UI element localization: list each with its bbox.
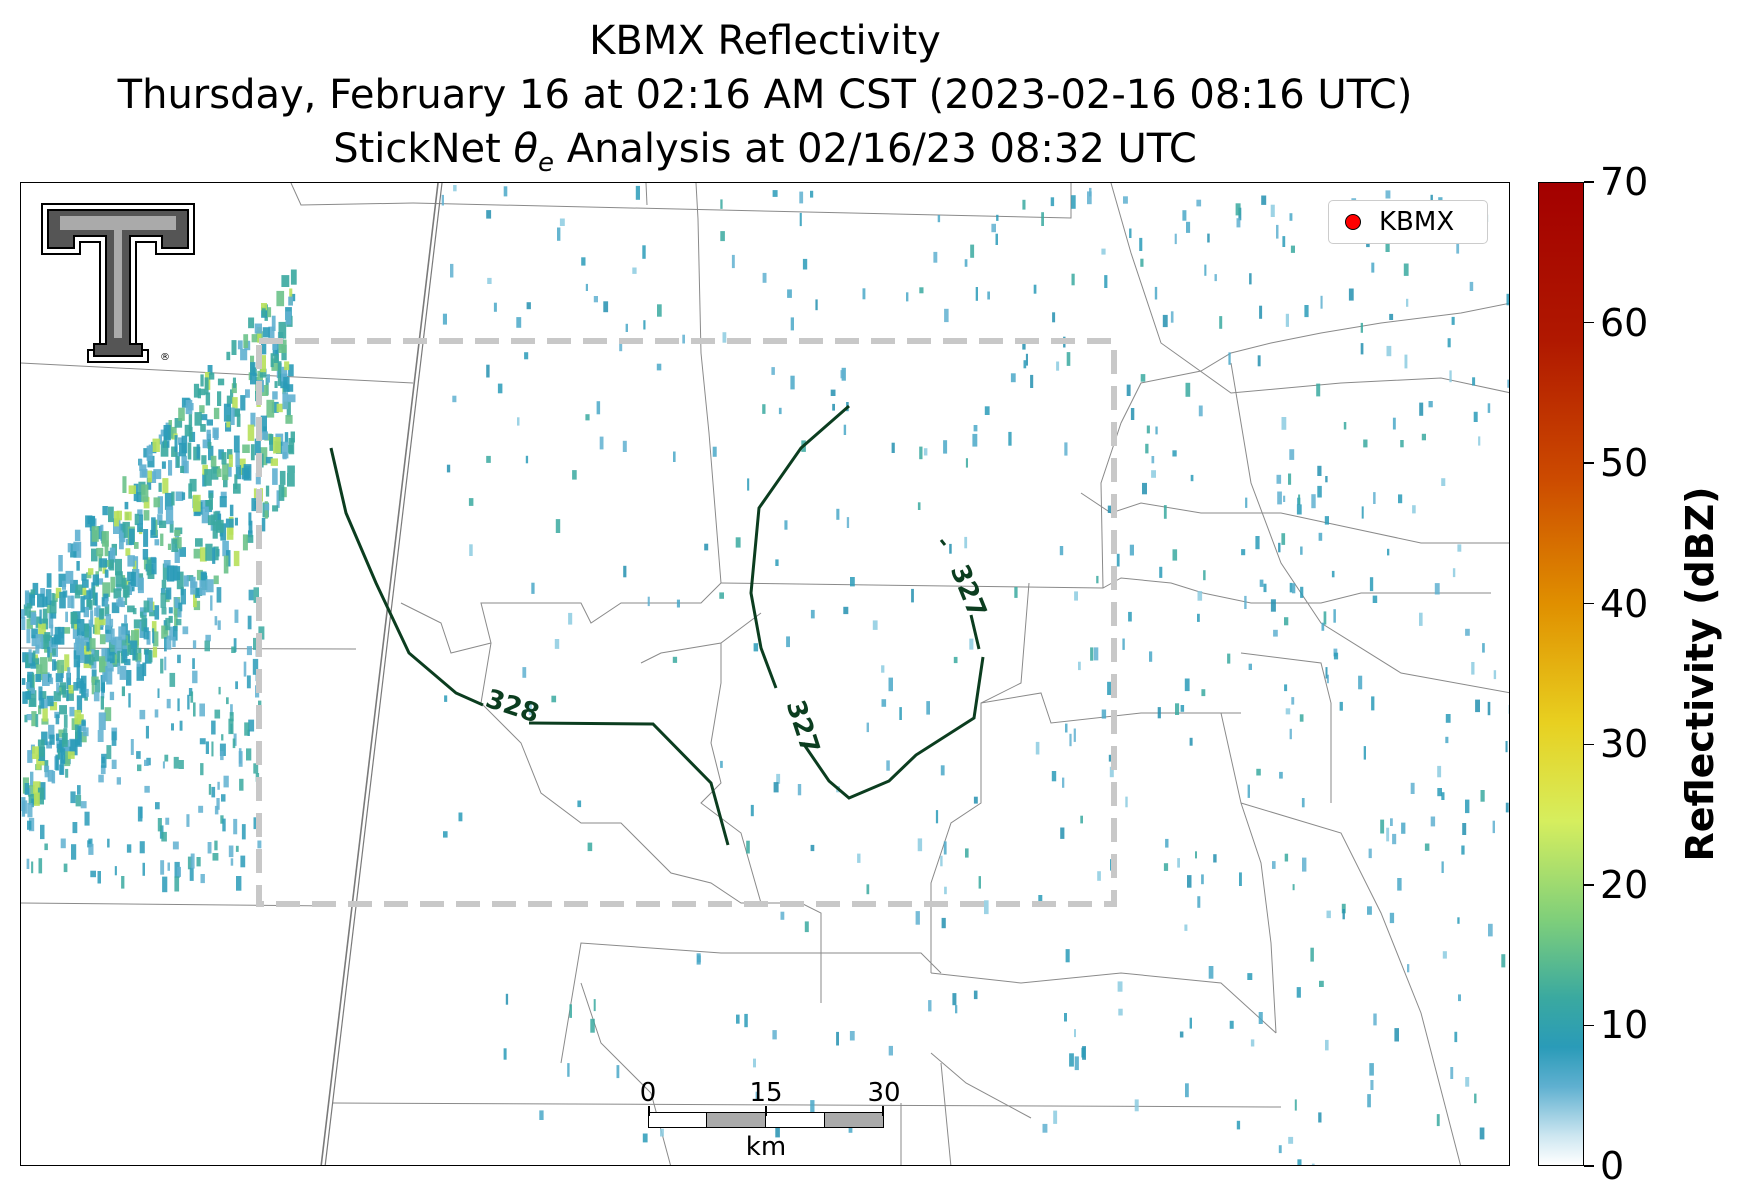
contour-327-east-b <box>969 614 981 650</box>
radar-site-marker-icon <box>1345 214 1361 230</box>
contour-327-west <box>749 404 850 689</box>
theta-symbol: θ <box>513 126 538 172</box>
theta-e-contours <box>329 404 985 846</box>
colorbar-tick-label: 10 <box>1600 1003 1649 1048</box>
colorbar-tick-label: 20 <box>1600 862 1649 907</box>
contour-328-b <box>528 721 730 846</box>
colorbar-tick <box>1584 1024 1594 1027</box>
colorbar-label: Reflectivity (dBZ) <box>1678 486 1722 862</box>
map-legend: KBMX <box>1328 200 1488 244</box>
state-boundary <box>320 183 443 1165</box>
contour-327-west-b <box>801 656 985 800</box>
map-canvas: 328 327 327 <box>21 183 1509 1165</box>
title-line-2: Thursday, February 16 at 02:16 AM CST (2… <box>117 72 1413 118</box>
contour-328 <box>329 447 484 707</box>
scale-segment <box>765 1112 825 1128</box>
analysis-domain-box <box>256 338 1117 907</box>
radar-map[interactable]: 328 327 327 <box>20 182 1510 1166</box>
colorbar-tick <box>1584 462 1594 464</box>
colorbar-tick <box>1584 743 1594 746</box>
colorbar-tick-label: 30 <box>1600 722 1649 767</box>
title-line-3-suffix: Analysis at 02/16/23 08:32 UTC <box>553 126 1197 172</box>
contour-label-327-east: 327 <box>944 560 992 622</box>
contour-327-east <box>939 539 947 546</box>
contour-labels: 328 327 327 <box>482 560 992 757</box>
title-line-3-prefix: StickNet <box>333 126 514 172</box>
title-line-1: KBMX Reflectivity <box>589 18 941 64</box>
contour-label-328: 328 <box>482 684 543 729</box>
scale-unit: km <box>745 1132 787 1162</box>
scale-label-15: 15 <box>749 1078 783 1108</box>
colorbar-tick <box>1584 1165 1594 1167</box>
svg-text:®: ® <box>160 352 170 363</box>
colorbar-tick <box>1584 602 1594 605</box>
scale-label-0: 0 <box>639 1078 657 1108</box>
scale-segment <box>706 1112 766 1128</box>
colorbar-tick-label: 40 <box>1600 581 1649 626</box>
texas-tech-logo-icon: ® <box>41 203 195 363</box>
reflectivity-echoes <box>21 185 1509 1165</box>
colorbar-tick-label: 60 <box>1600 300 1649 345</box>
scale-segment <box>648 1112 707 1128</box>
title-line-3: StickNet θe Analysis at 02/16/23 08:32 U… <box>20 122 1510 190</box>
colorbar-tick <box>1584 884 1594 886</box>
theta-subscript: e <box>537 148 554 178</box>
colorbar-tick-label: 0 <box>1600 1144 1625 1188</box>
figure-title: KBMX Reflectivity Thursday, February 16 … <box>20 14 1510 190</box>
scale-bar: 0 15 30 km <box>640 1078 901 1168</box>
colorbar-tick-label: 70 <box>1600 160 1649 204</box>
scale-label-30: 30 <box>867 1078 901 1108</box>
scale-segment <box>824 1112 884 1128</box>
colorbar-tick <box>1584 181 1594 183</box>
contour-label-327-west: 327 <box>780 697 825 758</box>
colorbar <box>1538 182 1584 1166</box>
colorbar-tick-label: 50 <box>1600 441 1649 486</box>
legend-label: KBMX <box>1379 207 1455 237</box>
colorbar-tick <box>1584 321 1594 324</box>
